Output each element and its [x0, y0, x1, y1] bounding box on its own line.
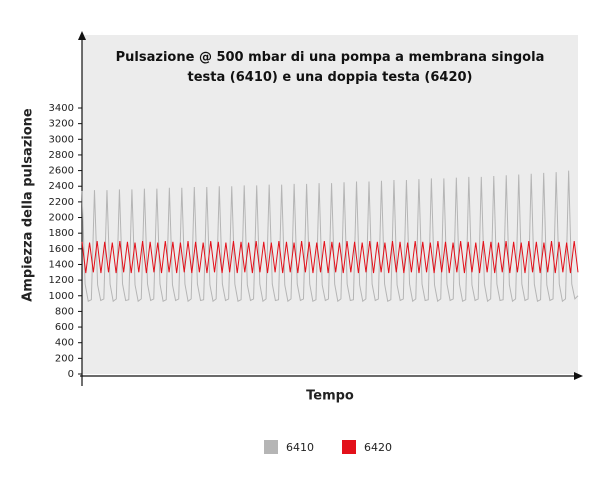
y-tick-label: 400: [55, 338, 74, 349]
y-tick-label: 1400: [49, 259, 74, 270]
y-tick-label: 3000: [49, 134, 74, 145]
y-tick-label: 800: [55, 306, 74, 317]
y-tick-label: 1800: [49, 228, 74, 239]
y-tick-label: 1200: [49, 275, 74, 286]
plot-area: [82, 35, 578, 374]
legend-label: 6420: [364, 441, 392, 454]
y-tick-label: 600: [55, 322, 74, 333]
legend-swatch: [342, 440, 356, 454]
y-axis-label: Ampiezza della pulsazione: [21, 108, 36, 302]
y-tick-label: 0: [68, 369, 74, 380]
y-axis-arrow: [78, 31, 86, 40]
y-tick-label: 2800: [49, 150, 74, 161]
y-tick-label: 200: [55, 353, 74, 364]
y-tick-label: 2200: [49, 197, 74, 208]
series-line: [81, 170, 579, 303]
y-tick-label: 3400: [49, 103, 74, 114]
y-tick-label: 1600: [49, 244, 74, 255]
chart-title: Pulsazione @ 500 mbar di una pompa a mem…: [115, 50, 545, 85]
y-tick-label: 1000: [49, 291, 74, 302]
y-tick-label: 2400: [49, 181, 74, 192]
y-tick-label: 3200: [49, 119, 74, 130]
y-tick-label: 2600: [49, 166, 74, 177]
x-axis-arrow: [574, 372, 583, 380]
x-axis-label: Tempo: [306, 389, 354, 404]
legend-label: 6410: [286, 441, 314, 454]
legend-swatch: [264, 440, 278, 454]
series-line: [81, 240, 579, 274]
y-tick-label: 2000: [49, 213, 74, 224]
